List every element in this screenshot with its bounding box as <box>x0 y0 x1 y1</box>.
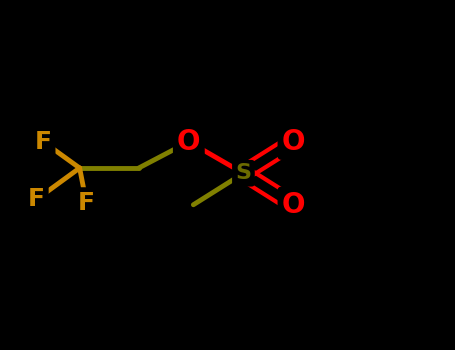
Text: O: O <box>177 128 201 156</box>
Text: F: F <box>78 191 95 215</box>
Text: S: S <box>235 163 252 183</box>
Text: O: O <box>282 191 305 219</box>
Text: O: O <box>282 128 305 156</box>
Text: F: F <box>35 130 52 154</box>
Text: F: F <box>28 188 45 211</box>
